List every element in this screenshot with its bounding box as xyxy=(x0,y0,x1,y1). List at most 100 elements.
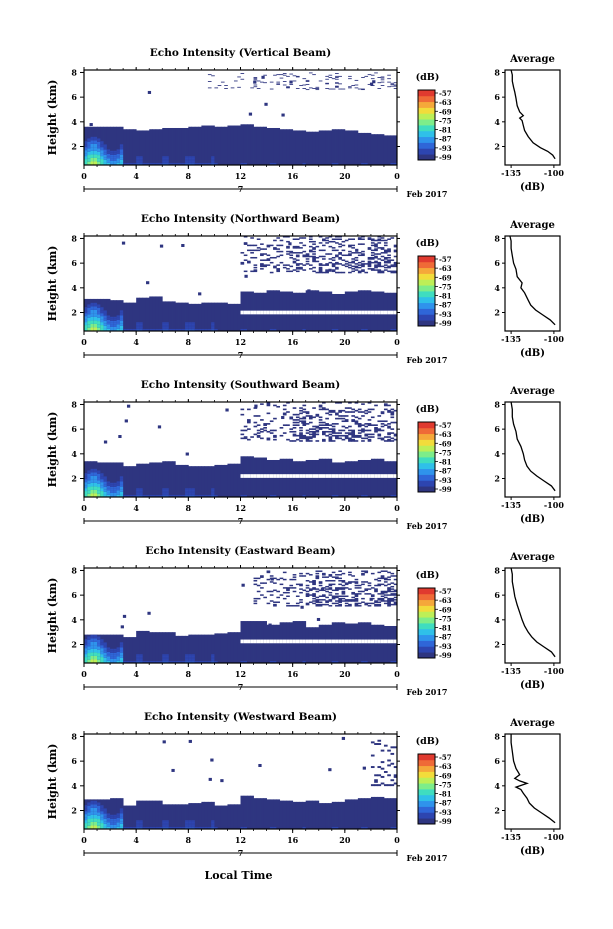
echo-cell xyxy=(295,130,300,165)
echo-cell xyxy=(305,459,310,497)
echo-cell-strong xyxy=(188,654,192,656)
echo-cell-strong xyxy=(361,660,365,662)
echo-cell-strong xyxy=(165,495,170,497)
upper-echo-cell xyxy=(377,593,382,595)
echo-cell-strong xyxy=(139,824,144,827)
echo-cell-strong xyxy=(103,650,108,653)
echo-cell-strong xyxy=(103,647,108,651)
echo-cell xyxy=(158,632,163,663)
upper-echo-cell xyxy=(377,428,382,430)
upper-echo-cell xyxy=(256,80,261,82)
echo-cell-strong xyxy=(185,657,189,659)
colorbar-segment xyxy=(418,125,435,132)
gap-cell xyxy=(325,639,329,644)
echo-cell-strong xyxy=(84,645,88,649)
gap-cell xyxy=(247,310,251,315)
upper-echo-cell xyxy=(387,266,391,269)
upper-echo-cell xyxy=(338,574,342,576)
upper-echo-cell xyxy=(322,424,326,426)
echo-cell-strong xyxy=(243,328,248,330)
echo-cell xyxy=(162,127,166,165)
echo-cell xyxy=(172,461,176,497)
upper-echo-cell xyxy=(354,259,359,261)
echo-cell-strong xyxy=(106,826,111,829)
echo-cell xyxy=(106,298,111,331)
echo-cell-strong xyxy=(162,329,166,331)
upper-echo-cell xyxy=(338,263,342,265)
echo-cell-strong xyxy=(178,660,183,662)
upper-echo-cell xyxy=(315,440,320,442)
echo-cell-strong xyxy=(136,826,140,828)
echo-cell-strong xyxy=(84,648,88,652)
echo-cell xyxy=(165,127,170,165)
upper-echo-cell xyxy=(243,254,248,257)
upper-echo-cell xyxy=(331,595,336,597)
echo-cell-strong xyxy=(106,654,111,657)
echo-cell-strong xyxy=(126,162,131,164)
echo-cell-strong xyxy=(90,157,95,162)
upper-echo-cell xyxy=(312,425,316,428)
average-y-tick-label: 8 xyxy=(494,233,500,243)
upper-echo-cell xyxy=(331,429,336,432)
echo-cell xyxy=(110,126,114,165)
echo-cell-strong xyxy=(110,154,114,157)
echo-cell xyxy=(318,130,323,165)
upper-echo-cell xyxy=(344,434,349,437)
echo-cell-strong xyxy=(165,326,170,329)
upper-echo-cell xyxy=(348,254,352,257)
upper-echo-cell xyxy=(377,774,382,777)
upper-echo-cell xyxy=(312,270,316,273)
echo-cell-strong xyxy=(110,486,114,489)
average-y-tick-label: 4 xyxy=(494,283,500,293)
upper-echo-cell xyxy=(269,420,274,423)
average-x-unit: (dB) xyxy=(520,348,545,359)
echo-cell-strong xyxy=(393,826,398,828)
upper-echo-cell xyxy=(253,264,258,266)
upper-echo-cell xyxy=(335,605,339,607)
echo-cell-strong xyxy=(93,818,98,822)
upper-echo-cell xyxy=(361,440,365,442)
upper-echo-cell xyxy=(312,580,316,582)
upper-echo-cell xyxy=(247,419,251,421)
echo-cell xyxy=(129,466,134,497)
echo-cell-strong xyxy=(84,654,88,658)
echo-cell-strong xyxy=(97,141,101,146)
echo-cell-strong xyxy=(97,636,101,640)
upper-echo-cell xyxy=(289,428,294,430)
echo-cell-strong xyxy=(103,154,108,158)
upper-echo-cell xyxy=(318,269,323,271)
upper-echo-cell xyxy=(312,416,316,419)
echo-cell-strong xyxy=(185,660,189,662)
echo-cell-strong xyxy=(100,660,104,663)
average-y-tick-label: 4 xyxy=(494,615,500,625)
panel-1: Echo Intensity (Vertical Beam)2468Height… xyxy=(46,47,564,199)
gap-cell xyxy=(312,310,316,315)
upper-echo-cell xyxy=(383,436,388,438)
upper-echo-cell xyxy=(341,244,346,247)
echo-cell xyxy=(253,126,258,165)
echo-cell-strong xyxy=(136,491,140,493)
gap-cell xyxy=(308,474,313,478)
upper-echo-cell xyxy=(292,261,297,264)
upper-echo-cell xyxy=(312,253,316,255)
echo-cell xyxy=(308,459,313,497)
colorbar-segment xyxy=(418,273,435,280)
upper-echo-cell xyxy=(361,415,365,417)
upper-echo-cell xyxy=(380,270,385,273)
echo-cell xyxy=(393,798,398,829)
echo-cell-strong xyxy=(139,157,144,160)
upper-echo-cell xyxy=(380,247,385,249)
upper-echo-cell xyxy=(377,238,382,240)
upper-echo-cell xyxy=(295,238,300,240)
upper-echo-cell xyxy=(331,238,336,240)
echo-cell xyxy=(155,129,160,165)
upper-echo-cell xyxy=(374,774,378,777)
upper-echo-cell xyxy=(302,237,307,239)
echo-cell-strong xyxy=(181,826,186,828)
echo-cell-strong xyxy=(119,320,124,324)
upper-echo-cell xyxy=(312,256,316,259)
upper-echo-cell xyxy=(377,766,382,769)
echo-cell-strong xyxy=(185,821,189,824)
x-tick-label: 12 xyxy=(235,337,246,347)
gap-cell xyxy=(256,639,261,644)
